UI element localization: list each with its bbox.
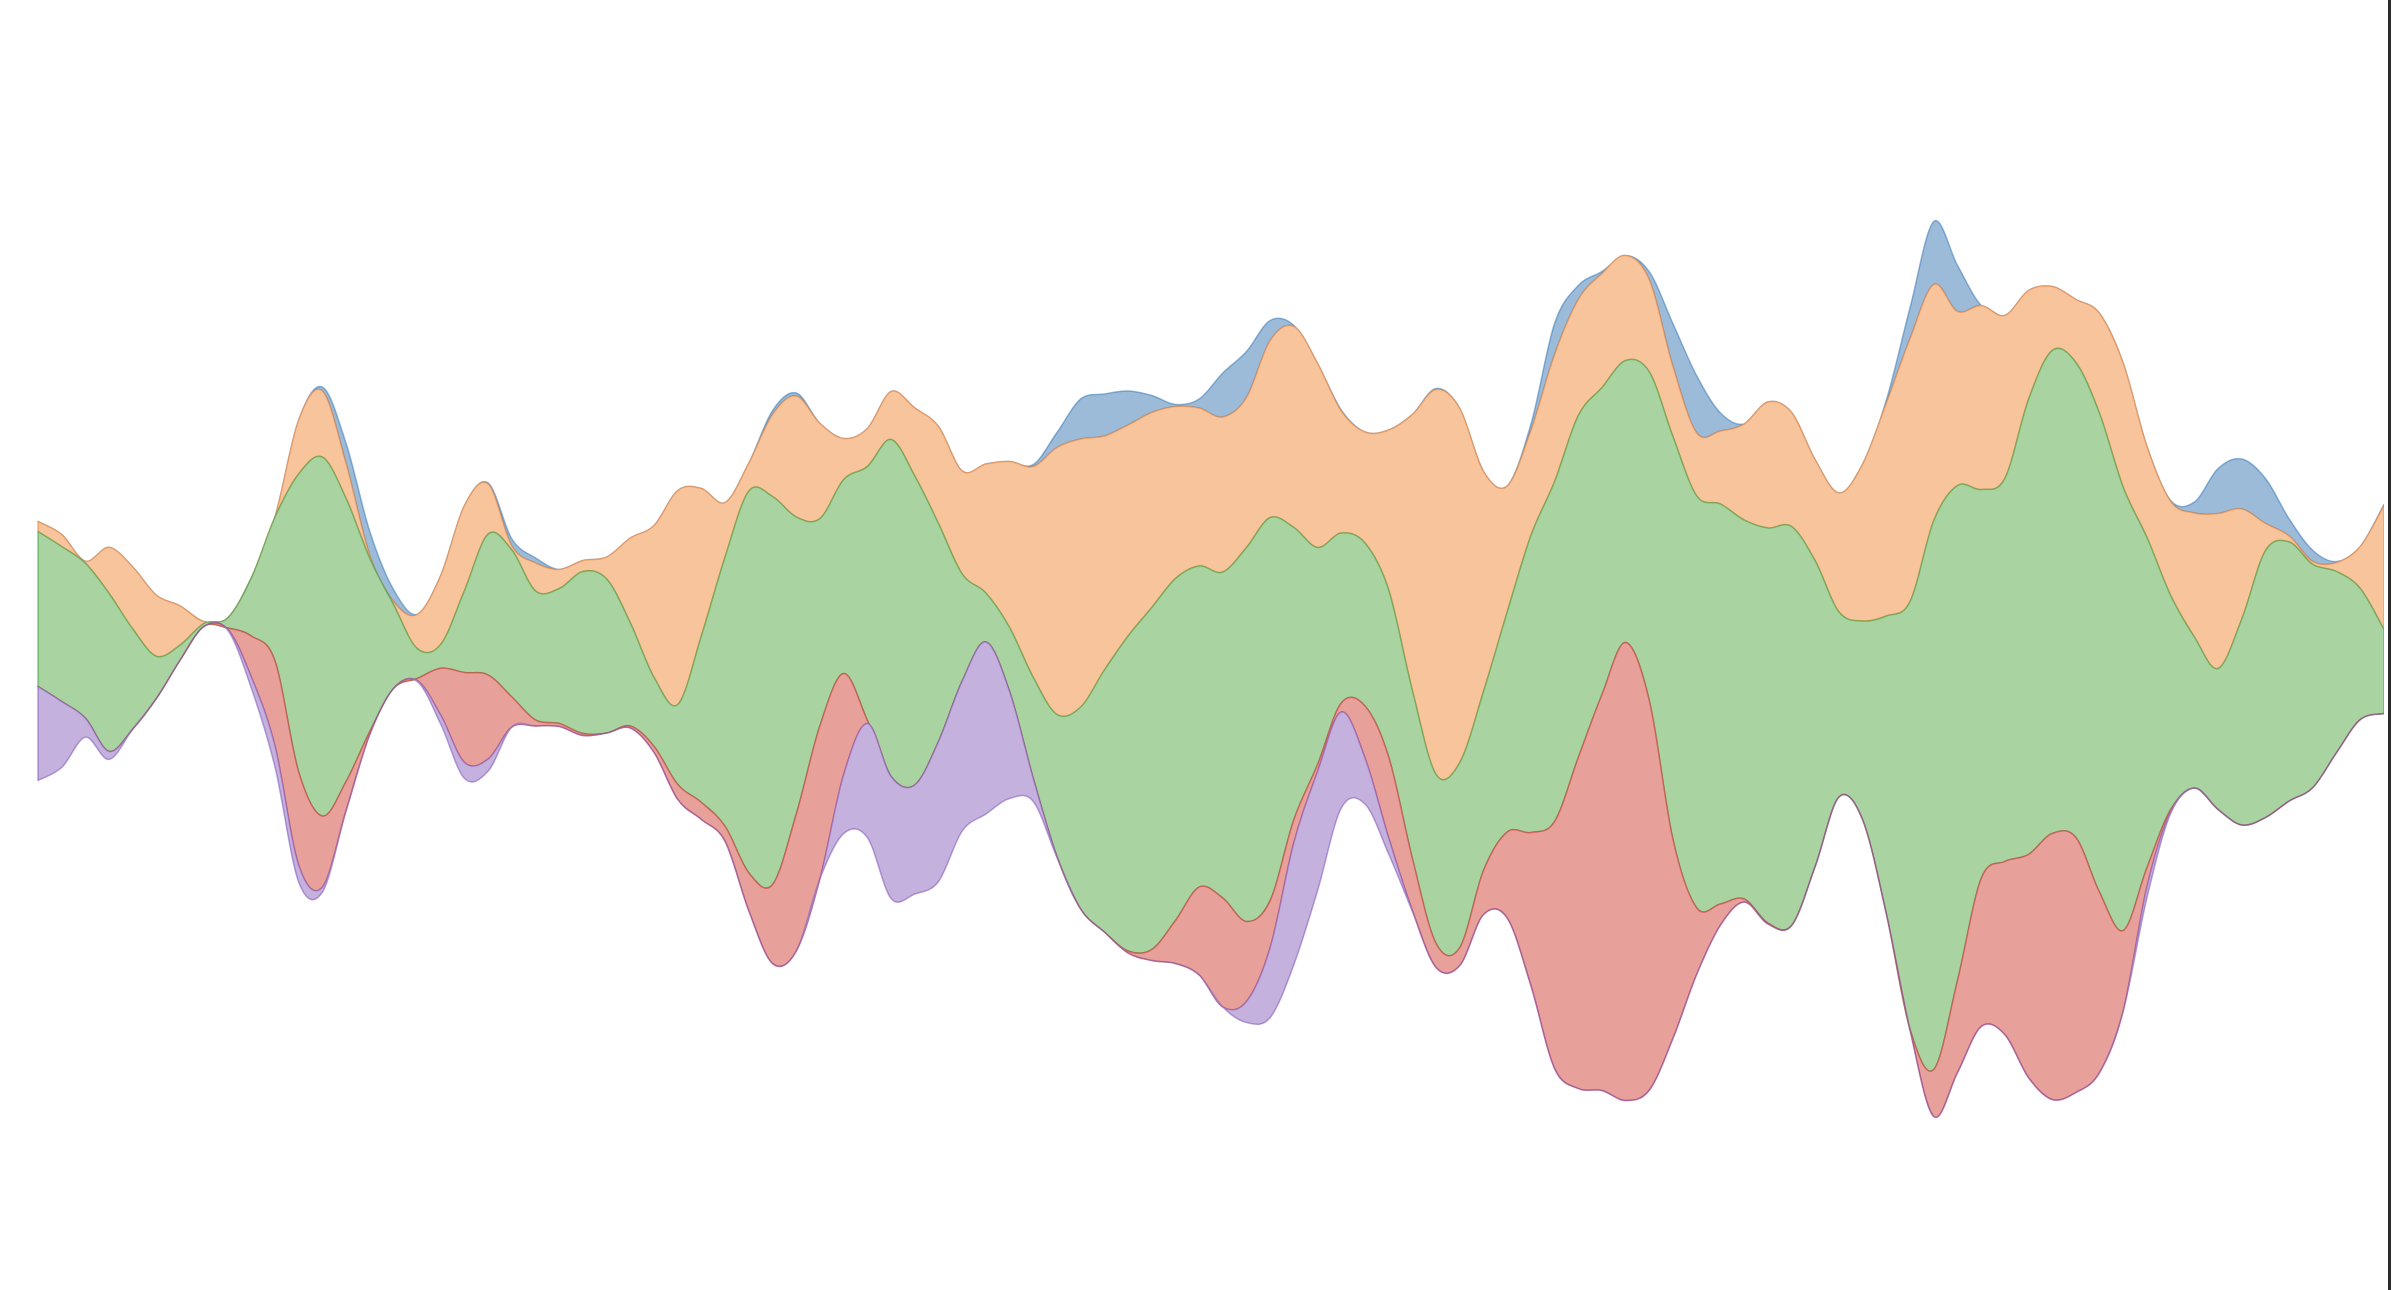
right-edge-divider — [2388, 0, 2391, 1290]
stream-layer-5 — [37, 621, 2385, 1119]
stream-layers — [37, 219, 2385, 1119]
